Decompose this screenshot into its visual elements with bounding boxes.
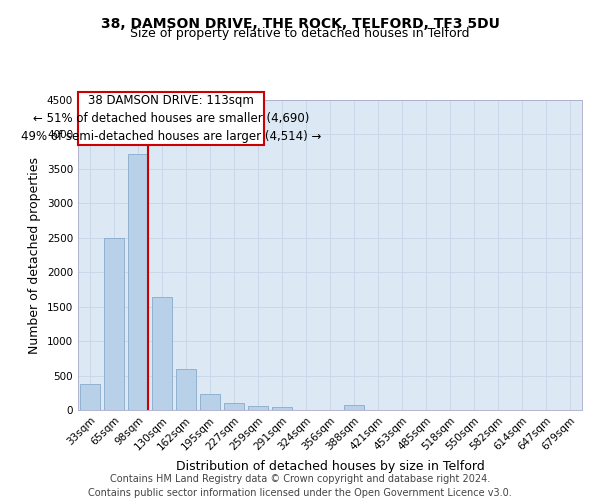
FancyBboxPatch shape (78, 92, 265, 145)
Bar (272, 407, 292, 410)
X-axis label: Distribution of detached houses by size in Telford: Distribution of detached houses by size … (176, 460, 484, 473)
Bar (152, 297, 172, 410)
Bar (200, 394, 220, 410)
Bar (80, 384, 100, 410)
Bar (344, 405, 364, 410)
Bar (224, 403, 244, 410)
Bar (128, 154, 148, 410)
Y-axis label: Number of detached properties: Number of detached properties (28, 156, 41, 354)
Text: Contains HM Land Registry data © Crown copyright and database right 2024.
Contai: Contains HM Land Registry data © Crown c… (88, 474, 512, 498)
Text: 38, DAMSON DRIVE, THE ROCK, TELFORD, TF3 5DU: 38, DAMSON DRIVE, THE ROCK, TELFORD, TF3… (101, 18, 499, 32)
Bar (104, 238, 124, 410)
Bar (176, 368, 196, 410)
Text: Size of property relative to detached houses in Telford: Size of property relative to detached ho… (130, 28, 470, 40)
Bar (248, 406, 268, 410)
Text: 38 DAMSON DRIVE: 113sqm
← 51% of detached houses are smaller (4,690)
49% of semi: 38 DAMSON DRIVE: 113sqm ← 51% of detache… (21, 94, 322, 143)
